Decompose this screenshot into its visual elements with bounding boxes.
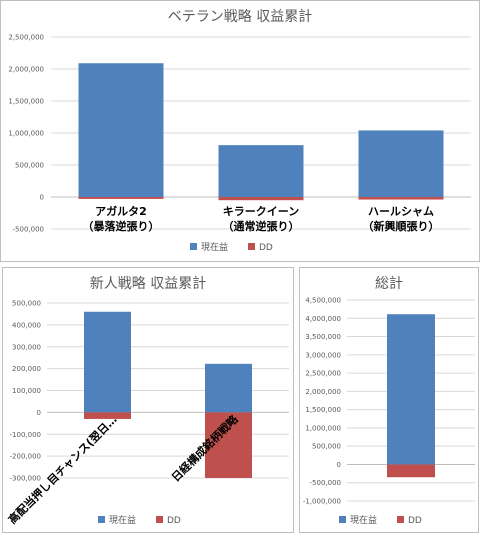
legend-swatch-current	[98, 516, 105, 523]
legend-swatch-dd	[156, 516, 163, 523]
total-chart-panel: 総計 -1,000,000 -500,000 0 500,000 1,000,000 1,5…	[299, 267, 479, 533]
y-tick-label: 100,000	[12, 387, 41, 395]
y-tick-label: -100,000	[10, 431, 41, 439]
legend-label-current: 現在益	[350, 514, 377, 526]
legend-swatch-dd	[248, 243, 255, 250]
y-tick-label: -500,000	[310, 479, 341, 487]
category-label: （新興順張り）	[363, 219, 440, 233]
y-tick-label: 200,000	[12, 365, 41, 373]
category-label: アガルタ2	[95, 204, 147, 218]
y-tick-label: 4,000,000	[305, 315, 341, 323]
legend-label-dd: DD	[167, 516, 181, 526]
y-tick-label: -200,000	[10, 453, 41, 461]
y-tick-label: 2,000,000	[8, 66, 44, 74]
y-tick-label: -1,000,000	[303, 498, 341, 506]
y-tick-label: 0	[337, 461, 341, 469]
legend-label-dd: DD	[408, 516, 422, 526]
bar-dd-0	[387, 464, 435, 478]
y-tick-label: 1,000,000	[305, 424, 341, 432]
y-tick-label: 2,500,000	[8, 34, 44, 42]
y-tick-label: 1,000,000	[8, 130, 44, 138]
y-tick-label: 1,500,000	[8, 98, 44, 106]
category-label: （通常逆張り）	[223, 219, 300, 233]
y-tick-label: 0	[37, 409, 41, 417]
chart-title: ベテラン戦略 収益累計	[168, 9, 312, 25]
legend-swatch-current	[339, 516, 346, 523]
y-tick-label: 500,000	[12, 300, 41, 308]
y-tick-label: 1,500,000	[305, 406, 341, 414]
legend-swatch-dd	[397, 516, 404, 523]
category-label: ハールシャム	[368, 205, 434, 218]
bar-current-1	[205, 363, 252, 413]
y-tick-label: 500,000	[312, 443, 341, 451]
chart-title: 新人戦略 収益累計	[90, 276, 206, 292]
y-tick-label: 0	[40, 194, 44, 202]
bar-dd-1	[205, 412, 252, 478]
bar-current-2	[358, 130, 444, 197]
y-tick-label: 3,000,000	[305, 351, 341, 359]
y-tick-label: 2,000,000	[305, 388, 341, 396]
y-tick-label: 4,500,000	[305, 297, 341, 305]
y-tick-label: 2,500,000	[305, 370, 341, 378]
bar-current-0	[387, 314, 435, 465]
legend: 現在益 DD	[98, 514, 181, 526]
legend-swatch-current	[190, 243, 197, 250]
bar-dd-2	[358, 197, 444, 200]
category-label: キラークイーン	[223, 205, 299, 218]
bar-dd-1	[218, 197, 304, 201]
y-tick-label: -500,000	[13, 226, 44, 234]
legend-label-current: 現在益	[201, 241, 228, 253]
bar-current-1	[218, 145, 304, 197]
category-label: 高配当押し目チャンス(翌日…	[5, 412, 119, 526]
chart-title: 総計	[375, 276, 403, 292]
bar-current-0	[84, 311, 131, 413]
legend: 現在益 DD	[190, 241, 273, 253]
category-label: （暴落逆張り）	[83, 219, 160, 233]
bar-dd-0	[84, 412, 131, 419]
legend-label-dd: DD	[259, 243, 273, 253]
y-tick-label: 3,500,000	[305, 333, 341, 341]
newcomer-chart: 新人戦略 収益累計 -300,000 -200,000 -100,000 0 100,00…	[5, 276, 289, 527]
veteran-chart: ベテラン戦略 収益累計 -500,000 0 500,000 1,000,000 1,50…	[8, 9, 471, 253]
total-chart: 総計 -1,000,000 -500,000 0 500,000 1,000,000 1,5…	[303, 276, 475, 526]
newcomer-chart-panel: 新人戦略 収益累計 -300,000 -200,000 -100,000 0 100,00…	[2, 267, 294, 533]
y-tick-label: 400,000	[12, 321, 41, 329]
legend-label-current: 現在益	[109, 514, 136, 526]
bar-current-0	[78, 63, 164, 197]
y-tick-label: 300,000	[12, 343, 41, 351]
bar-dd-0	[78, 197, 164, 199]
legend: 現在益 DD	[339, 514, 422, 526]
veteran-chart-panel: ベテラン戦略 収益累計 -500,000 0 500,000 1,000,000 1,50…	[0, 0, 480, 262]
y-tick-label: 500,000	[15, 162, 44, 170]
y-tick-label: -300,000	[10, 475, 41, 483]
